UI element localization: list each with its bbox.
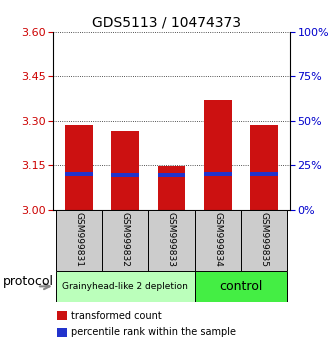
Text: protocol: protocol — [3, 275, 54, 288]
Text: GSM999832: GSM999832 — [121, 212, 130, 267]
Bar — [56, 210, 102, 271]
Text: percentile rank within the sample: percentile rank within the sample — [71, 327, 236, 337]
Text: Grainyhead-like 2 depletion: Grainyhead-like 2 depletion — [62, 282, 188, 291]
Bar — [158, 173, 185, 177]
Bar — [57, 328, 68, 337]
Bar — [250, 125, 278, 210]
Bar — [204, 172, 232, 176]
Text: control: control — [219, 280, 263, 293]
Text: GSM999835: GSM999835 — [260, 212, 269, 267]
Bar — [102, 210, 148, 271]
Bar — [195, 210, 241, 271]
Bar — [65, 125, 93, 210]
Bar — [204, 100, 232, 210]
Text: GSM999831: GSM999831 — [74, 212, 83, 267]
Bar — [195, 271, 287, 302]
Bar — [65, 172, 93, 176]
Bar — [158, 166, 185, 210]
Bar — [111, 131, 139, 210]
Bar — [56, 271, 195, 302]
Bar — [241, 210, 287, 271]
Bar — [57, 311, 68, 320]
Text: transformed count: transformed count — [71, 311, 162, 321]
Bar — [250, 172, 278, 176]
Bar — [148, 210, 195, 271]
Text: GDS5113 / 10474373: GDS5113 / 10474373 — [92, 16, 241, 30]
Text: GSM999834: GSM999834 — [213, 212, 222, 267]
Text: GSM999833: GSM999833 — [167, 212, 176, 267]
Bar — [111, 173, 139, 177]
